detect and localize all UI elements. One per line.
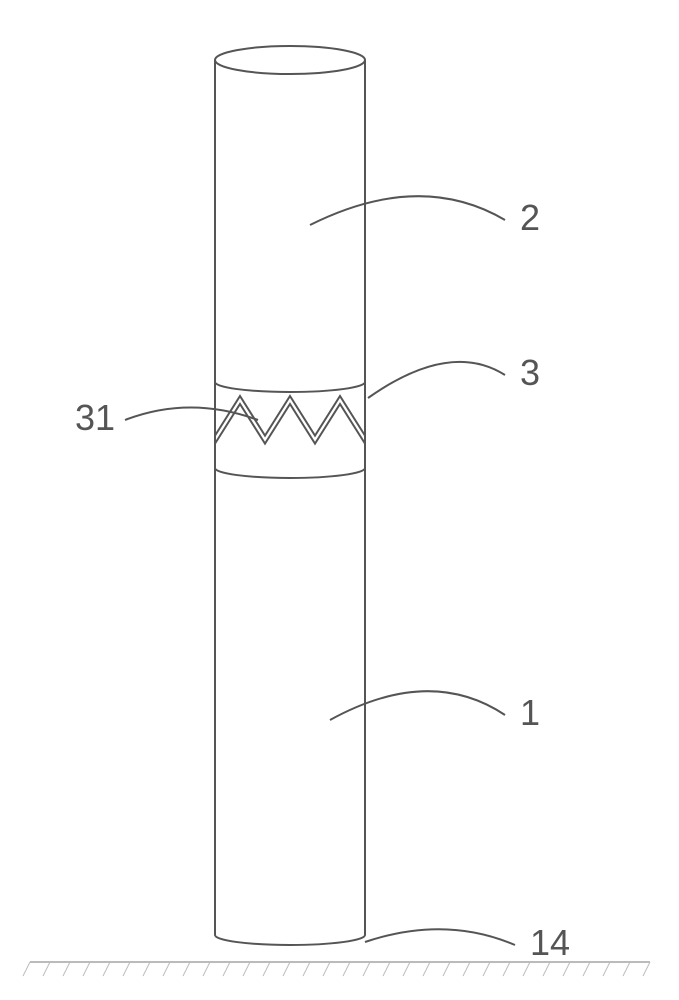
ground-hatch — [143, 962, 150, 976]
ground-hatch — [83, 962, 90, 976]
label-l31: 31 — [75, 397, 115, 438]
ground-hatch — [643, 962, 650, 976]
band-lower-arc — [215, 468, 365, 478]
ground-hatch — [343, 962, 350, 976]
ground-hatch — [563, 962, 570, 976]
ground-hatch — [263, 962, 270, 976]
cylinder-top-ellipse — [215, 46, 365, 74]
ground-hatch — [283, 962, 290, 976]
leader-l14 — [365, 929, 515, 945]
ground-hatch — [383, 962, 390, 976]
ground-hatch — [623, 962, 630, 976]
ground-hatch — [223, 962, 230, 976]
ground-hatch — [423, 962, 430, 976]
ground-hatch — [503, 962, 510, 976]
ground-hatch — [43, 962, 50, 976]
diagram-svg: 2 3 31 1 14 — [0, 0, 679, 1000]
leader-l3 — [368, 362, 505, 398]
ground-hatch — [323, 962, 330, 976]
ground-hatch — [463, 962, 470, 976]
cylinder-bottom-arc — [215, 935, 365, 945]
label-l3: 3 — [520, 352, 540, 393]
ground-hatch — [103, 962, 110, 976]
ground-hatch — [403, 962, 410, 976]
leader-l1 — [330, 691, 505, 720]
ground-hatch — [243, 962, 250, 976]
ground-hatch — [523, 962, 530, 976]
zigzag-line-lower — [215, 404, 365, 444]
ground-hatch — [363, 962, 370, 976]
ground-hatch — [163, 962, 170, 976]
ground-hatch — [203, 962, 210, 976]
diagram-stage: 2 3 31 1 14 — [0, 0, 679, 1000]
ground-hatch — [123, 962, 130, 976]
ground-hatch — [483, 962, 490, 976]
ground-hatch — [23, 962, 30, 976]
zigzag-line-upper — [215, 396, 365, 436]
ground-hatch — [603, 962, 610, 976]
leader-l31 — [125, 408, 258, 421]
label-l1: 1 — [520, 692, 540, 733]
ground-hatch — [543, 962, 550, 976]
ground-hatch — [183, 962, 190, 976]
label-l2: 2 — [520, 197, 540, 238]
leader-l2 — [310, 196, 505, 225]
band-upper-arc — [215, 382, 365, 392]
label-l14: 14 — [530, 922, 570, 963]
ground-hatch — [63, 962, 70, 976]
ground-hatch — [303, 962, 310, 976]
ground-hatch — [443, 962, 450, 976]
ground-hatch — [583, 962, 590, 976]
